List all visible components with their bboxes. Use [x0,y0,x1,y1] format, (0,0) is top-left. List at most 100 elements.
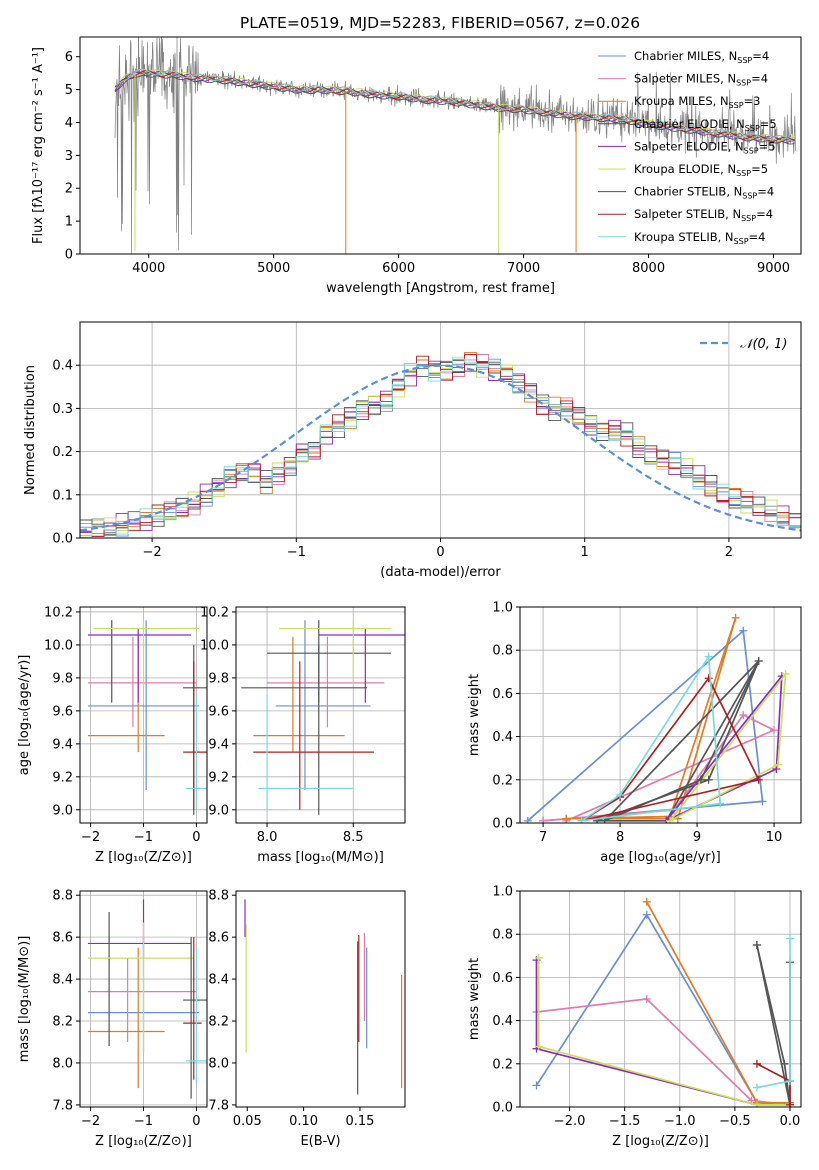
x-axis-label: age [log₁₀(age/yr)] [600,850,721,865]
mass-weight-marker [773,760,782,769]
x-axis-label: Z [log₁₀(Z/Z⊙)] [95,850,192,865]
mass-weight-marker [523,816,532,823]
y-tick-label: 8.0 [52,1056,73,1071]
y-tick-label: 9.0 [52,803,73,818]
x-axis-label: E(B-V) [300,1134,340,1149]
y-tick-label: 9.8 [208,671,229,686]
mass-weight-marker [785,1077,794,1086]
axes: −2 −1 0 1 2 0.0 0.1 0.2 0.3 0.4 (data-model)/error… [23,321,802,580]
age-vs-metallicity-panel: −2 −1 0 9.0 9.2 9.4 9.6 9.8 10.0 10.2 Z [log₁₀(Z/Z… [17,605,208,865]
legend-entry: 𝒩(0, 1) [740,337,787,352]
y-axis-label: Normed distribution [23,365,38,495]
mass-weight-marker [642,897,651,906]
x-tick-label: 0 [192,1114,200,1129]
mass-weight-marker [754,775,763,784]
mass-weight-marker [642,995,651,1003]
x-tick-label: 8.5 [343,830,364,845]
y-tick-label: 6 [65,50,73,65]
y-tick-label: 1.0 [492,885,513,900]
y-tick-label: 0.6 [492,971,513,986]
x-tick-label: 7 [539,830,547,845]
y-tick-label: 0.0 [52,532,73,547]
y-tick-label: 8.4 [52,973,73,988]
x-tick-label: 9 [693,830,701,845]
y-tick-label: 5 [65,83,73,98]
residual-histogram-step [80,358,801,536]
x-tick-label: −1.0 [664,1114,696,1129]
residual-histogram-panel: −2 −1 0 1 2 0.0 0.1 0.2 0.3 0.4 (data-model)/error… [23,321,802,580]
x-tick-label: 1 [581,545,589,560]
axes-frame [235,606,406,824]
legend-entry: Salpeter ELODIE, NSSP=5 [634,139,776,155]
mass-weight-vs-metallicity-panel: −2.0 −1.5 −1.0 −0.5 0.0 0.0 0.2 0.4 0.6 0.8 1.0 Z [… [467,885,802,1149]
mass-weight-marker [616,790,625,799]
y-tick-label: 7.8 [208,1098,229,1113]
y-tick-label: 9.0 [208,803,229,818]
mass-weight-marker [534,953,543,962]
y-tick-label: 8.6 [52,931,73,946]
y-tick-label: 8.2 [52,1015,73,1030]
plot-area [523,613,790,823]
y-tick-label: 1.0 [492,601,513,616]
axes: −2 −1 0 7.8 8.0 8.2 8.4 8.6 8.8 Z [log₁₀(Z/Z⊙)] ma… [17,889,208,1149]
x-tick-label: 6000 [382,261,415,276]
axes-frame [79,36,802,255]
x-axis-label: Z [log₁₀(Z/Z⊙)] [95,1134,192,1149]
x-tick-label: −1 [134,1114,153,1129]
x-tick-label: −2.0 [554,1114,586,1129]
y-tick-label: 9.4 [52,737,73,752]
y-tick-label: 0.1 [52,488,73,503]
x-tick-label: 9000 [757,261,790,276]
grid-lines [520,890,801,1108]
mass-vs-extinction-panel: 0.05 0.10 0.15 7.8 8.0 8.2 8.4 8.6 8.8 E(B-V) [208,889,406,1149]
mass-weight-marker [562,814,571,823]
y-tick-label: 1 [65,215,73,230]
mass-vs-metallicity-panel: −2 −1 0 7.8 8.0 8.2 8.4 8.6 8.8 Z [log₁₀(Z/Z⊙)] ma… [17,889,208,1149]
legend-entry: Kroupa MILES, NSSP=3 [634,94,760,110]
mass-weight-marker [731,613,740,622]
mass-weight-marker [739,711,748,719]
axes: 0.05 0.10 0.15 7.8 8.0 8.2 8.4 8.6 8.8 E(B-V) [208,889,406,1149]
y-tick-label: 0.4 [52,359,73,374]
legend-entry: Chabrier ELODIE, NSSP=5 [634,117,777,133]
y-tick-label: 3 [65,149,73,164]
x-tick-label: 5000 [257,261,290,276]
y-tick-label: 0 [65,248,73,263]
legend-entry: Salpeter MILES, NSSP=4 [634,72,768,88]
y-axis-label: mass weight [467,674,482,756]
mass-weight-marker [704,652,713,661]
x-axis-label: mass [log₁₀(M/M⊙)] [257,850,384,865]
y-tick-label: 4 [65,116,73,131]
plot-area [532,897,794,1107]
y-tick-label: 0.2 [492,773,513,788]
x-tick-label: −2 [143,545,162,560]
legend-entry: Chabrier STELIB, NSSP=4 [634,185,774,201]
mass-weight-marker [532,1081,541,1090]
mass-weight-marker [539,816,548,823]
y-tick-label: 8.0 [208,1056,229,1071]
axes-frame [235,890,406,1108]
normal-curve [80,364,801,532]
spectrum-panel: 4000 5000 6000 7000 8000 9000 0 1 2 3 4 5 6 wavelengt… [31,36,802,296]
mass-weight-marker [534,1042,543,1051]
x-tick-label: 0.15 [345,1114,374,1129]
x-tick-label: 0.10 [289,1114,318,1129]
x-tick-label: −1 [287,545,306,560]
y-axis-label: mass weight [467,958,482,1040]
legend-entry: Salpeter STELIB, NSSP=4 [634,207,773,223]
y-tick-label: 8.8 [208,889,229,904]
axes: 4000 5000 6000 7000 8000 9000 0 1 2 3 4 5 6 wavelengt… [31,36,802,296]
x-tick-label: 0 [436,545,444,560]
y-tick-label: 9.6 [52,704,73,719]
y-tick-label: 0.0 [492,817,513,832]
mass-weight-marker [752,1100,761,1107]
x-axis-label: (data-model)/error [380,565,501,580]
x-tick-label: 0.05 [233,1114,262,1129]
y-tick-label: 8.2 [208,1015,229,1030]
x-tick-label: 8.0 [257,830,278,845]
mass-weight-line [535,960,790,1106]
mass-weight-line [535,913,791,1106]
y-tick-label: 0.8 [492,928,513,943]
y-tick-label: 10.0 [44,638,73,653]
